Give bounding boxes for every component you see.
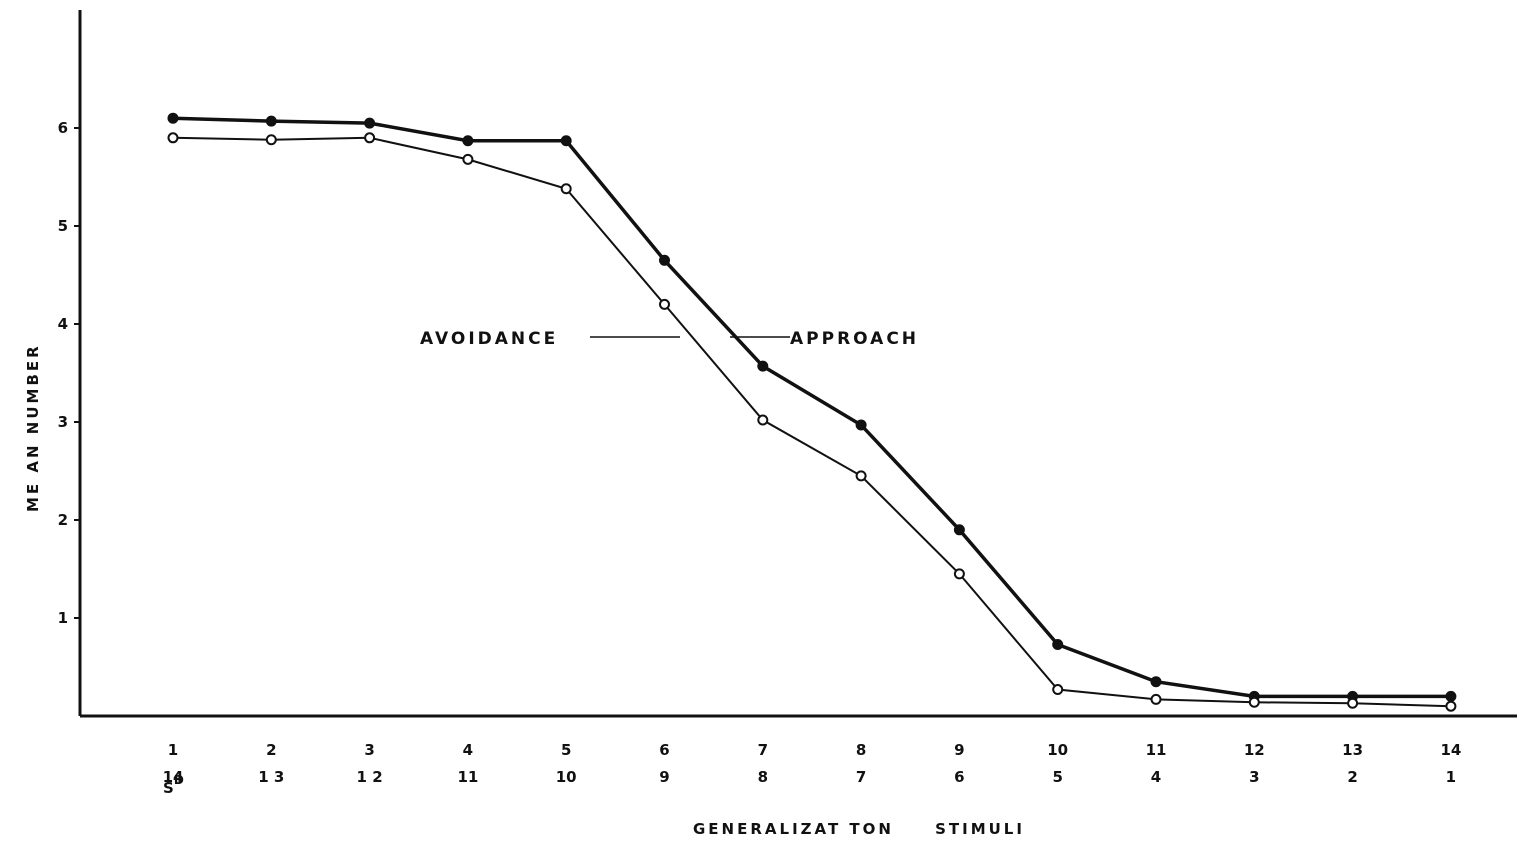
y-tick-label: 6 xyxy=(58,119,68,137)
y-tick-label: 1 xyxy=(58,609,68,627)
sd-label: SD xyxy=(163,773,184,797)
series-line-avoidance xyxy=(172,136,1451,708)
data-point-approach xyxy=(1445,690,1457,702)
sd-label-superscript: D xyxy=(174,773,184,787)
data-point-approach xyxy=(167,112,179,124)
data-point-avoidance xyxy=(1347,697,1359,709)
data-point-avoidance xyxy=(855,470,867,482)
sd-label-base: S xyxy=(163,779,174,797)
x-tick-label-bottom: 8 xyxy=(758,768,768,786)
data-point-approach xyxy=(560,135,572,147)
x-tick-label-bottom: 4 xyxy=(1151,768,1161,786)
x-tick-label-bottom: 1 3 xyxy=(258,768,284,786)
x-tick-label-bottom: 11 xyxy=(457,768,478,786)
series-line-approach xyxy=(172,116,1451,699)
data-point-avoidance xyxy=(167,132,179,144)
y-axis-title: ME AN NUMBER xyxy=(24,343,42,512)
data-point-avoidance xyxy=(364,132,376,144)
data-point-avoidance xyxy=(659,298,670,310)
x-tick-label-top: 11 xyxy=(1146,741,1167,759)
x-tick-label-top: 4 xyxy=(463,741,473,759)
series-label-avoidance: AVOIDANCE xyxy=(420,329,558,349)
x-tick-label-bottom: 2 xyxy=(1347,768,1357,786)
data-point-approach xyxy=(364,117,376,129)
x-tick-label-bottom: 10 xyxy=(556,768,577,786)
x-tick-label-top: 9 xyxy=(954,741,964,759)
data-point-avoidance xyxy=(1248,696,1260,708)
x-axis-title: GENERALIZAT TON STIMULI xyxy=(693,820,1025,838)
x-tick-label-bottom: 1 2 xyxy=(357,768,383,786)
x-tick-label-top: 5 xyxy=(561,741,571,759)
x-tick-label-top: 10 xyxy=(1047,741,1068,759)
y-tick-label: 4 xyxy=(58,315,68,333)
x-tick-label-bottom: 6 xyxy=(954,768,964,786)
x-tick-label-top: 14 xyxy=(1440,741,1461,759)
x-tick-label-top: 3 xyxy=(364,741,374,759)
x-tick-label-bottom: 1 xyxy=(1446,768,1456,786)
x-tick-label-bottom: 14 xyxy=(163,768,184,786)
x-tick-label-top: 1 xyxy=(168,741,178,759)
data-point-approach xyxy=(855,419,867,431)
data-point-approach xyxy=(757,360,769,372)
data-point-avoidance xyxy=(1052,684,1064,696)
data-point-approach xyxy=(462,135,474,147)
data-point-approach xyxy=(1150,676,1162,688)
data-point-approach xyxy=(659,254,670,266)
y-tick-label: 2 xyxy=(58,511,68,529)
x-tick-label-bottom: 5 xyxy=(1052,768,1062,786)
series-label-approach: APPROACH xyxy=(790,329,919,349)
series-lines xyxy=(167,112,1457,712)
x-tick-label-bottom: 7 xyxy=(856,768,866,786)
x-tick-label-top: 7 xyxy=(758,741,768,759)
axes xyxy=(78,10,1517,718)
x-tick-label-top: 13 xyxy=(1342,741,1363,759)
data-point-avoidance xyxy=(560,183,572,195)
data-point-approach xyxy=(1052,638,1064,650)
data-point-approach xyxy=(953,524,965,536)
y-tick-label: 3 xyxy=(58,413,68,431)
data-point-avoidance xyxy=(462,153,474,165)
x-tick-label-top: 2 xyxy=(266,741,276,759)
data-point-avoidance xyxy=(953,568,965,580)
x-tick-label-top: 6 xyxy=(659,741,669,759)
y-tick-label: 5 xyxy=(58,217,68,235)
data-point-avoidance xyxy=(1150,693,1162,705)
x-tick-label-bottom: 3 xyxy=(1249,768,1259,786)
x-tick-label-top: 12 xyxy=(1244,741,1265,759)
x-tick-label-bottom: 9 xyxy=(659,768,669,786)
y-axis-ticks: 1 2 3 4 5 6 xyxy=(58,119,80,627)
x-tick-label-top: 8 xyxy=(856,741,866,759)
data-point-avoidance xyxy=(757,414,769,426)
data-point-avoidance xyxy=(1445,700,1457,712)
data-point-approach xyxy=(265,115,277,127)
data-point-avoidance xyxy=(265,134,277,146)
